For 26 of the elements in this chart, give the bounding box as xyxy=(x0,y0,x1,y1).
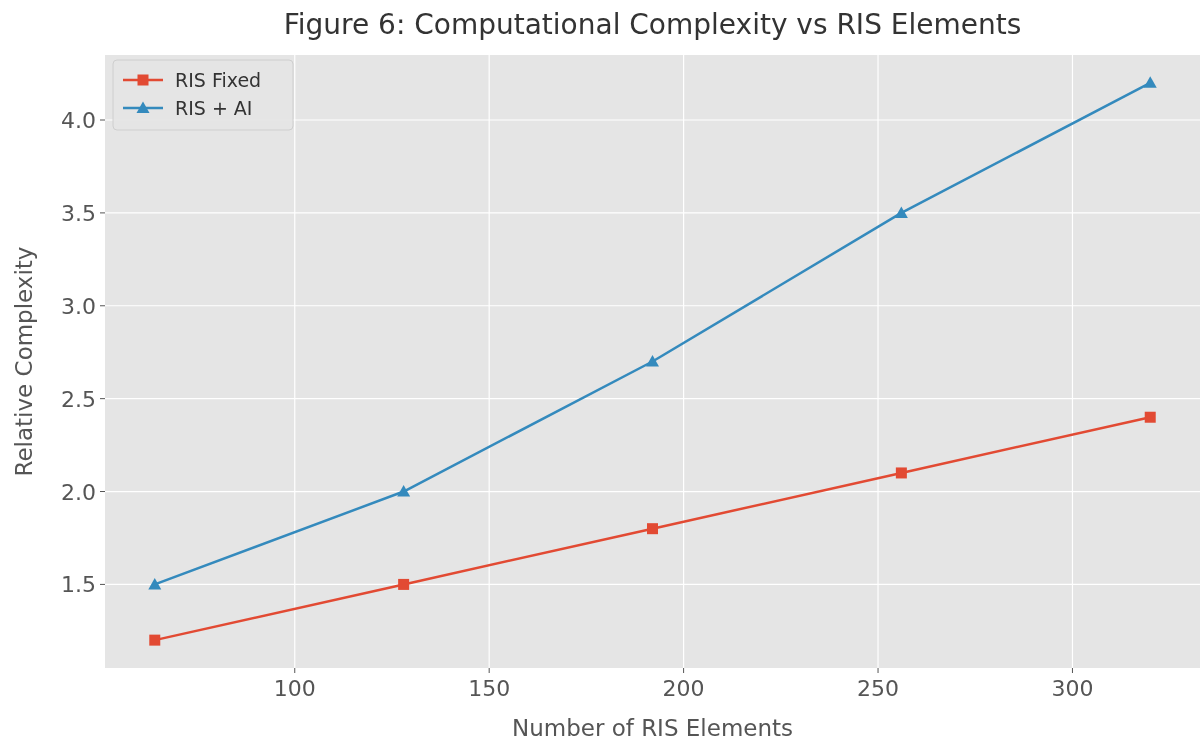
point xyxy=(647,523,658,535)
point xyxy=(894,206,908,218)
legend-label: RIS Fixed xyxy=(175,69,262,91)
y-tick-label: 1.5 xyxy=(61,572,96,598)
point xyxy=(895,467,907,479)
x-tick-label: 300 xyxy=(1051,676,1094,701)
y-axis-title: Relative Complexity xyxy=(11,246,37,477)
point xyxy=(397,485,411,497)
y-tick-label: 2.0 xyxy=(61,479,96,505)
y-tick-label: 4.0 xyxy=(61,108,96,134)
x-tick-label: 150 xyxy=(468,676,511,701)
point xyxy=(646,355,659,367)
point xyxy=(398,578,410,590)
chart-title: Figure 6: Computational Complexity vs RIS Elements xyxy=(283,8,1022,41)
legend-label: RIS + AI xyxy=(175,97,253,119)
x-tick-label: 250 xyxy=(857,676,900,701)
y-tick-label: 3.0 xyxy=(61,293,96,319)
point xyxy=(149,634,161,646)
y-tick-label: 2.5 xyxy=(61,386,96,412)
x-tick-label: 100 xyxy=(273,676,316,701)
x-axis-title: Number of RIS Elements xyxy=(511,715,794,741)
y-tick-label: 3.5 xyxy=(61,200,96,226)
point xyxy=(1143,76,1157,88)
x-tick-label: 200 xyxy=(662,676,705,701)
point xyxy=(1144,411,1156,423)
point xyxy=(148,577,162,590)
